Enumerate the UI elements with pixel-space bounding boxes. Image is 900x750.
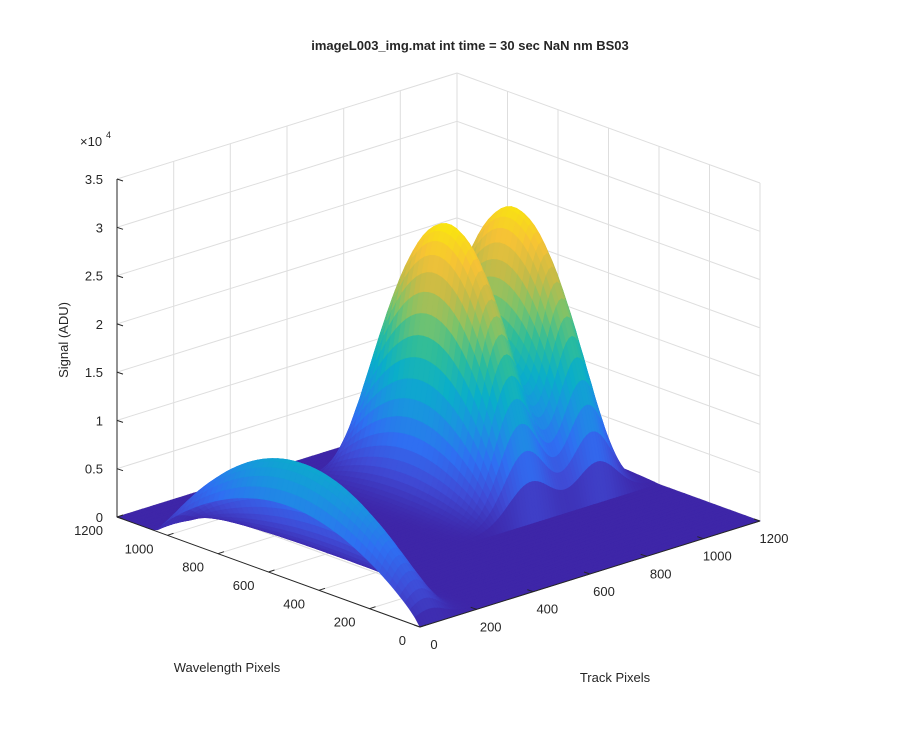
- side-wall-grid-line: [456, 120, 761, 232]
- back-wall-grid-line: [116, 217, 458, 325]
- surface-layer: [116, 206, 761, 628]
- back-wall-grid-line: [116, 72, 458, 180]
- side-wall-grid-line: [456, 72, 761, 184]
- side-wall-grid-line: [456, 169, 761, 281]
- back-wall-grid-line: [116, 169, 458, 277]
- back-wall-grid-line: [116, 120, 458, 228]
